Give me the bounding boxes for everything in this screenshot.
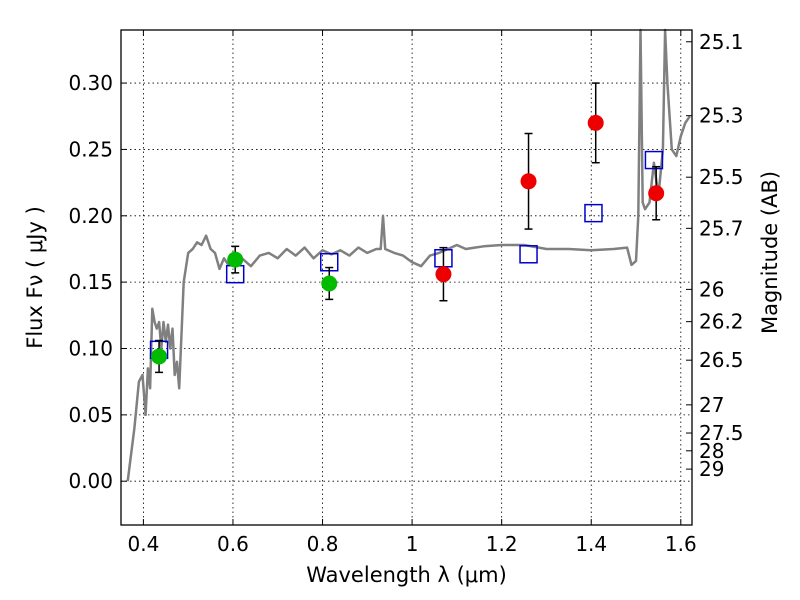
y-tick-label: 0.20 (68, 204, 113, 228)
y-right-tick-label: 25.1 (699, 30, 744, 54)
observed-point (321, 275, 338, 292)
data-series (126, 28, 691, 482)
y-right-tick-label: 27 (699, 393, 724, 417)
y-axis-right-label: Magnitude (AB) (758, 171, 782, 334)
observed-point (151, 348, 168, 365)
y-right-tick-label: 29 (699, 457, 724, 481)
y-axis-label: Flux Fν ( μJy ) (23, 206, 47, 349)
y-tick-label: 0.25 (68, 137, 113, 161)
y-tick-label: 0.05 (68, 403, 113, 427)
x-tick-label: 0.6 (217, 532, 249, 556)
axis-ticks: 0.4 0.6 0.8 1 1.2 1.4 1.6 0.00 0.05 0.10 0.15 0.20 0… (68, 30, 743, 556)
y-tick-label: 0.30 (68, 71, 113, 95)
y-right-tick-label: 25.5 (699, 165, 744, 189)
grid-lines (121, 30, 692, 525)
x-tick-label: 1 (406, 532, 419, 556)
model-square-marker (584, 203, 603, 223)
observed-point (435, 266, 452, 283)
observed-point (587, 114, 604, 131)
plot-frame (120, 29, 693, 526)
y-right-tick-label: 28 (699, 439, 724, 463)
x-tick-label: 0.4 (127, 532, 159, 556)
y-tick-label: 0.00 (68, 469, 113, 493)
x-tick-label: 1.4 (575, 532, 607, 556)
observed-point (648, 185, 665, 202)
observed-point (520, 173, 537, 190)
x-tick-label: 1.2 (486, 532, 518, 556)
model-square-marker (644, 150, 664, 170)
y-right-tick-label: 25.3 (699, 104, 744, 128)
y-right-tick-label: 27.5 (699, 421, 744, 445)
y-right-tick-label: 26.5 (699, 348, 744, 372)
y-tick-label: 0.15 (68, 270, 113, 294)
model-square-marker (519, 245, 538, 264)
x-axis-label: Wavelength λ (μm) (306, 563, 507, 587)
y-tick-label: 0.10 (68, 336, 113, 360)
y-right-tick-label: 26.2 (699, 310, 744, 334)
x-tick-label: 0.8 (307, 532, 339, 556)
x-tick-label: 1.6 (665, 532, 697, 556)
observed-point (227, 251, 244, 268)
y-right-tick-label: 25.7 (699, 216, 744, 240)
spectrum-line (126, 28, 691, 482)
y-right-tick-label: 26 (699, 277, 724, 301)
